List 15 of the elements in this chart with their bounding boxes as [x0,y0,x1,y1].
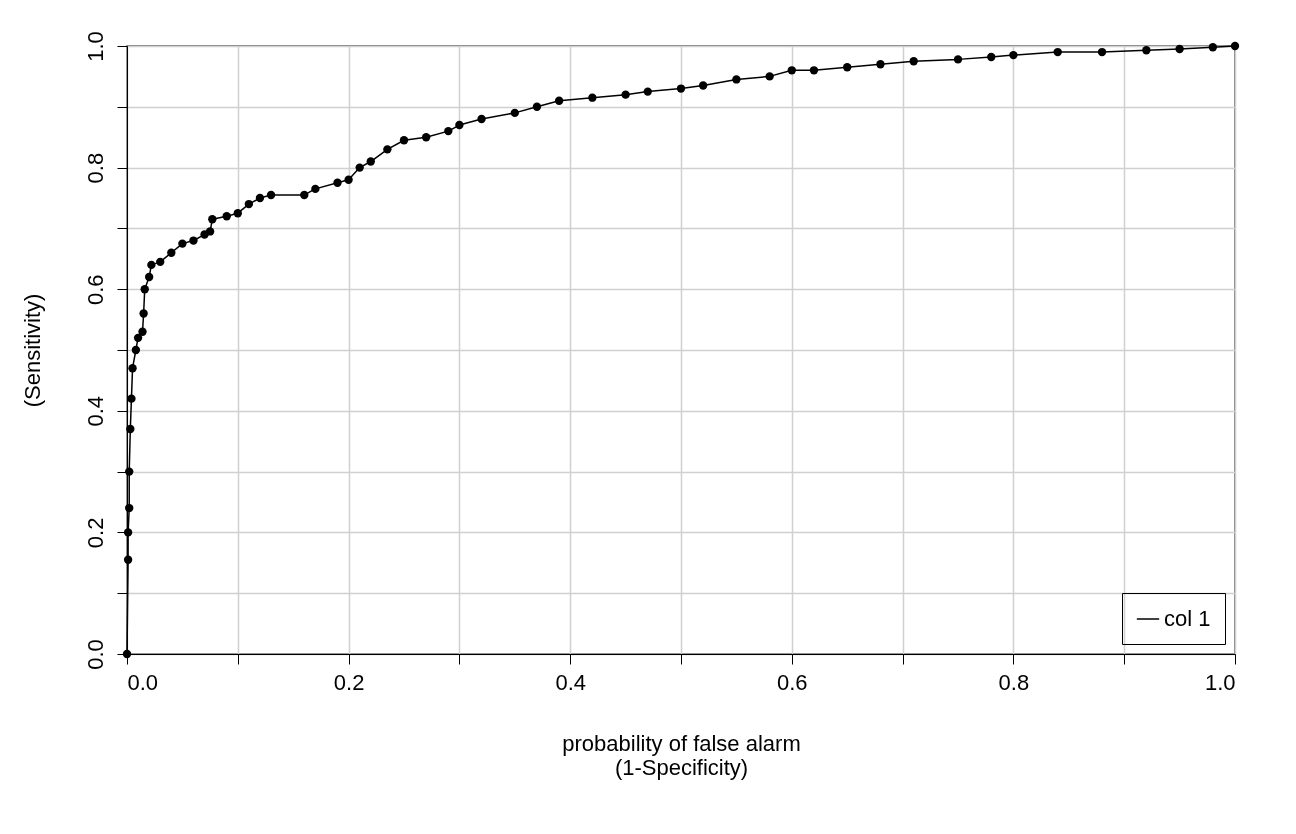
x-tick-label: 0.0 [127,669,159,695]
y-tick-label: 0.4 [82,396,108,427]
x-tick-label: 1.0 [1204,669,1236,695]
y-tick-label: 0.8 [82,152,108,184]
x-tick-label: 0.8 [998,669,1030,695]
x-tick-label: 0.4 [555,669,586,695]
y-tick-label: 0.2 [82,517,108,549]
x-tick-label: 0.2 [333,669,365,695]
x-tick-label: 0.6 [777,669,808,695]
y-tick-label: 0.0 [82,639,108,670]
y-axis-title: (Sensitivity) [19,293,45,408]
x-axis-title: probability of false alarm (1-Specificity) [562,730,801,780]
y-tick-label: 0.6 [82,274,108,305]
legend-label: col 1 [1164,606,1211,631]
y-tick-label: 1.0 [82,31,108,62]
